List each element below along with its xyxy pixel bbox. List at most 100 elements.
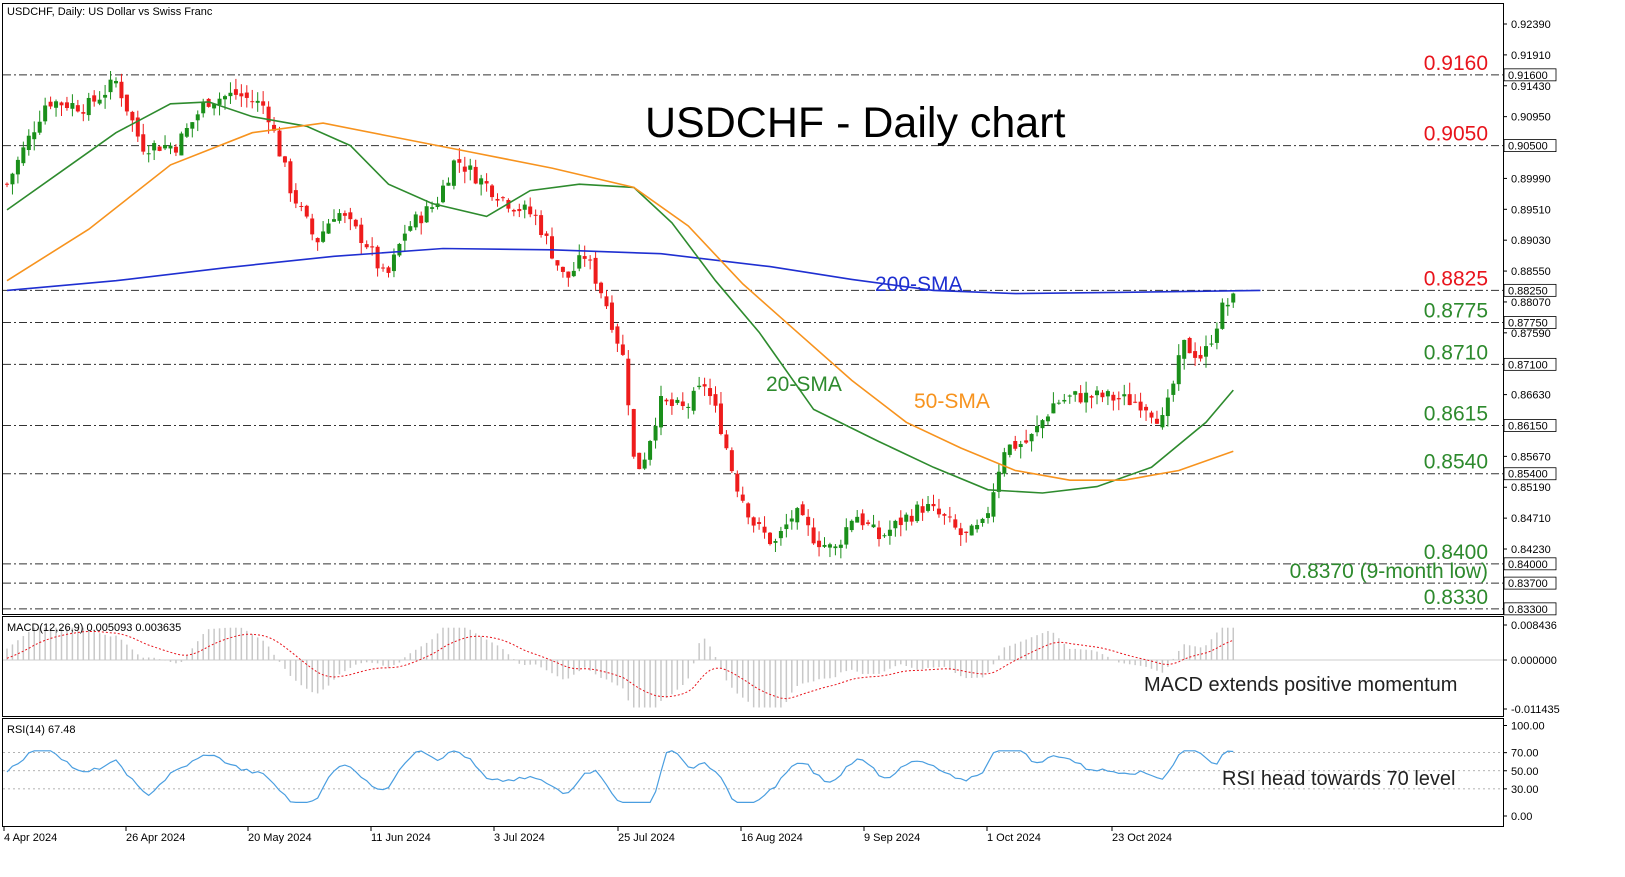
level-label: 0.8370 (9-month low) [1290, 560, 1488, 583]
candle-body [1084, 393, 1088, 403]
rsi-tick-label: 0.00 [1511, 811, 1532, 823]
candle-body [964, 532, 968, 533]
candle-body [468, 165, 472, 169]
candle-body [801, 504, 805, 515]
date-tick-label: 25 Jul 2024 [618, 832, 675, 844]
price-level-value: 0.88250 [1508, 285, 1548, 297]
candle-body [555, 260, 559, 265]
macd-annotation: MACD extends positive momentum [1144, 674, 1457, 696]
candle-body [76, 105, 80, 111]
candle-body [1150, 413, 1154, 418]
candle-body [446, 183, 450, 186]
candle-body [719, 404, 723, 434]
candle-body [1144, 407, 1148, 411]
macd-header: MACD(12,26,9) 0.005093 0.003635 [7, 622, 181, 634]
price-tick-label: 0.86630 [1511, 390, 1551, 402]
price-tick-label: 0.89990 [1511, 173, 1551, 185]
price-tick-label: 0.85190 [1511, 482, 1551, 494]
candle-body [98, 100, 102, 104]
candle-body [512, 210, 516, 212]
candle-body [239, 93, 243, 96]
level-label: 0.8540 [1424, 451, 1488, 474]
date-tick-label: 20 May 2024 [248, 832, 312, 844]
candle-body [425, 206, 429, 222]
date-tick-label: 26 Apr 2024 [126, 832, 185, 844]
candle-body [457, 159, 461, 163]
candle-body [523, 205, 527, 210]
price-level-value: 0.90500 [1508, 141, 1548, 153]
candle-body [316, 238, 320, 242]
candle-body [348, 212, 352, 219]
candle-body [109, 80, 113, 92]
candle-body [975, 525, 979, 529]
candle-body [1046, 416, 1050, 421]
candle-body [637, 453, 641, 469]
candle-body [299, 206, 303, 207]
candle-body [381, 268, 385, 269]
candle-body [784, 524, 788, 529]
candle-body [773, 541, 777, 543]
candle-body [501, 197, 505, 198]
price-level-value: 0.86150 [1508, 420, 1548, 432]
candle-body [882, 535, 886, 536]
candle-body [730, 450, 734, 471]
candle-body [1111, 395, 1115, 401]
candle-body [823, 545, 827, 547]
sma20-label: 20-SMA [766, 373, 842, 396]
candle-body [626, 359, 630, 406]
candle-body [534, 215, 538, 216]
candle-body [261, 101, 265, 105]
price-tick-label: 0.90950 [1511, 112, 1551, 124]
candle-body [419, 216, 423, 224]
price-level-value: 0.87750 [1508, 318, 1548, 330]
candle-body [648, 441, 652, 460]
candle-body [245, 93, 249, 98]
rsi-tick-label: 50.00 [1511, 766, 1539, 778]
candle-body [790, 519, 794, 522]
candle-body [414, 214, 418, 227]
candle-body [1199, 355, 1203, 359]
candle-body [92, 95, 96, 101]
candle-body [550, 236, 554, 258]
candle-body [174, 147, 178, 153]
price-axis: 0.923900.919100.914300.909500.904700.899… [1503, 19, 1556, 616]
price-tick-label: 0.89030 [1511, 235, 1551, 247]
candle-body [615, 326, 619, 343]
candle-body [866, 522, 870, 524]
macd-tick-label: 0.000000 [1511, 655, 1557, 667]
candle-body [997, 472, 1001, 492]
candle-body [948, 516, 952, 517]
candle-body [310, 218, 314, 234]
candle-body [1019, 444, 1023, 447]
candle-body [343, 213, 347, 216]
candle-body [1128, 394, 1132, 405]
price-level-value: 0.87100 [1508, 359, 1548, 371]
price-tick-label: 0.87590 [1511, 328, 1551, 340]
candle-body [942, 514, 946, 516]
candle-body [566, 272, 570, 278]
candle-body [38, 122, 42, 133]
rsi-tick-label: 30.00 [1511, 784, 1539, 796]
candle-body [70, 103, 74, 109]
candle-body [278, 131, 282, 157]
candle-body [365, 244, 369, 247]
candle-body [654, 426, 658, 441]
candle-body [779, 531, 783, 538]
candle-body [485, 181, 489, 183]
candle-body [125, 95, 129, 112]
candle-body [327, 223, 331, 233]
candle-body [359, 225, 363, 243]
candle-body [27, 136, 31, 150]
candle-body [768, 533, 772, 544]
candle-body [692, 391, 696, 411]
candle-body [32, 132, 36, 139]
candle-body [1155, 419, 1159, 424]
candle-body [1166, 398, 1170, 416]
candle-body [741, 495, 745, 501]
candle-body [1193, 351, 1197, 358]
price-level-value: 0.83300 [1508, 604, 1548, 616]
candle-body [196, 114, 200, 120]
candle-body [185, 128, 189, 137]
candle-body [763, 527, 767, 533]
candle-body [828, 544, 832, 547]
